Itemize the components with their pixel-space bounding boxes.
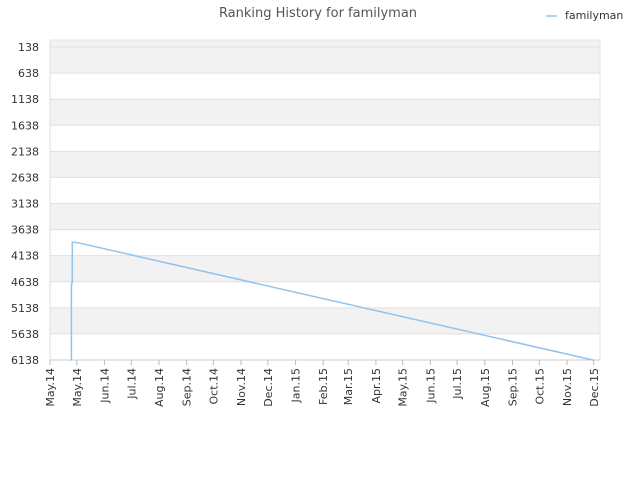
series-layer <box>70 241 594 361</box>
x-tick-label: Oct.15 <box>533 368 546 405</box>
x-tick-label: Feb.15 <box>317 368 330 405</box>
x-tick-label: Apr.15 <box>370 368 383 404</box>
y-tick-label: 2638 <box>11 171 39 184</box>
x-tick-label: Aug.14 <box>153 368 166 407</box>
x-tick-label: Jan.15 <box>290 368 303 403</box>
y-tick-label: 3138 <box>11 198 39 211</box>
data-point <box>72 241 74 243</box>
plot-band <box>50 40 600 74</box>
x-tick-label: Dec.15 <box>588 368 601 407</box>
y-tick-label: 1138 <box>11 93 39 106</box>
x-tick-label: Jun.14 <box>98 368 111 404</box>
x-tick-label: Nov.14 <box>235 368 248 406</box>
y-tick-label: 5138 <box>11 302 39 315</box>
y-axis: 138 638 1138 1638 2138 2638 3138 3638 4138 4638 51… <box>11 41 39 367</box>
y-tick-label: 3638 <box>11 224 39 237</box>
legend: familyman <box>546 9 623 22</box>
x-tick-label: Nov.15 <box>561 368 574 406</box>
data-point <box>76 241 79 244</box>
x-tick-label: May.14 <box>71 368 84 407</box>
grid-lines <box>49 39 601 361</box>
y-tick-label: 638 <box>18 67 39 80</box>
x-axis: May.14 May.14 Jun.14 Jul.14 Aug.14 Sep.14 Oct.… <box>44 360 601 407</box>
data-point <box>71 280 74 282</box>
x-tick-label: Aug.15 <box>479 368 492 407</box>
legend-label: familyman <box>565 9 623 22</box>
y-tick-label: 4138 <box>11 250 39 263</box>
x-tick-label: May.14 <box>44 368 57 407</box>
y-tick-label: 6138 <box>11 354 39 367</box>
x-tick-label: Sep.15 <box>507 368 520 406</box>
plot-band <box>50 151 600 178</box>
data-point <box>592 359 594 361</box>
plot-bands <box>50 40 600 334</box>
x-tick-label: Sep.14 <box>181 368 194 406</box>
plot-band <box>50 99 600 126</box>
x-tick-label: May.15 <box>397 368 410 407</box>
plot-band <box>50 255 600 282</box>
y-tick-label: 5638 <box>11 328 39 341</box>
y-tick-label: 4638 <box>11 276 39 289</box>
y-tick-label: 138 <box>18 41 39 54</box>
x-tick-label: Oct.14 <box>207 368 220 405</box>
x-tick-label: Jun.15 <box>424 368 437 404</box>
chart-title: Ranking History for familyman <box>219 6 417 21</box>
plot-band <box>50 203 600 230</box>
x-tick-label: Jul.15 <box>451 368 464 400</box>
x-tick-label: Jul.14 <box>125 368 138 400</box>
data-point <box>70 359 73 361</box>
y-tick-label: 1638 <box>11 119 39 132</box>
x-tick-label: Mar.15 <box>342 368 355 405</box>
y-tick-label: 2138 <box>11 145 39 158</box>
x-tick-label: Dec.14 <box>262 368 275 407</box>
plot-band <box>50 307 600 334</box>
data-point <box>70 285 73 287</box>
